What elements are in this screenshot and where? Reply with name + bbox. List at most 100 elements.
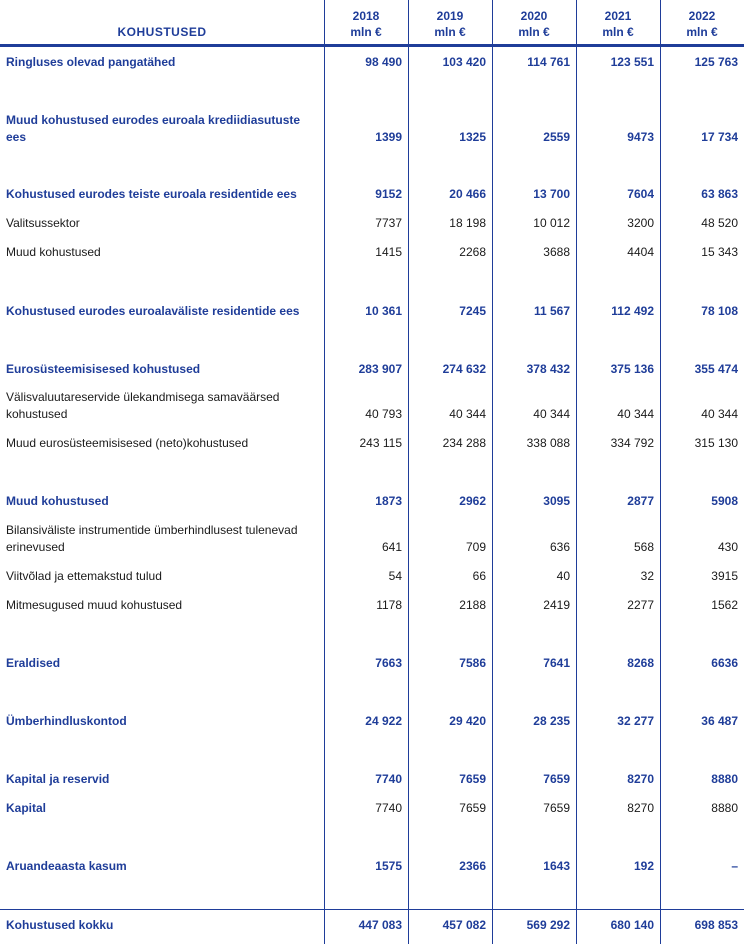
table-row: Muud kohustused eurodes euroala krediidi… <box>0 106 744 146</box>
cell-2019: 2188 <box>459 598 486 612</box>
row-label: Kohustused eurodes teiste euroala reside… <box>6 187 297 201</box>
table-row: Aruandeaasta kasum 1575 2366 1643 192 – <box>0 835 744 875</box>
cell-2022: 1562 <box>711 598 738 612</box>
column-unit: mln € <box>518 25 550 39</box>
column-unit: mln € <box>686 25 718 39</box>
cell-2019: 274 632 <box>442 362 486 376</box>
cell-2022: – <box>731 859 738 873</box>
table-row: Kapital ja reservid 7740 7659 7659 8270 8880 <box>0 748 744 788</box>
table-row: Ümberhindluskontod 24 922 29 420 28 235 32 2… <box>0 690 744 730</box>
row-label: Valitsussektor <box>6 216 80 230</box>
cell-2020: 10 012 <box>533 216 570 230</box>
row-label: Ringluses olevad pangatähed <box>6 55 176 69</box>
cell-2022: 40 344 <box>701 407 738 421</box>
cell-2019: 7659 <box>459 801 486 815</box>
cell-2018: 1873 <box>375 494 402 508</box>
cell-2021: 32 <box>640 569 654 583</box>
cell-2019: 2962 <box>459 494 486 508</box>
table-row: Bilansiväliste instrumentide ümberhindlu… <box>0 516 744 556</box>
column-header-2022: 2022 mln € <box>660 8 744 40</box>
table-row: Eurosüsteemisisesed kohustused 283 907 274… <box>0 338 744 378</box>
cell-2019: 2268 <box>459 245 486 259</box>
cell-2021: 112 492 <box>611 304 654 318</box>
cell-2018: 9152 <box>375 187 402 201</box>
cell-2020: 1643 <box>543 859 570 873</box>
cell-2020: 3688 <box>543 245 570 259</box>
table-row: Kohustused kokku 447 083 457 082 569 292 680… <box>0 894 744 934</box>
cell-2019: 40 344 <box>449 407 486 421</box>
column-unit: mln € <box>602 25 634 39</box>
row-label: Muud kohustused <box>6 245 101 259</box>
cell-2018: 98 490 <box>365 55 402 69</box>
column-unit: mln € <box>350 25 382 39</box>
cell-2021: 568 <box>633 540 654 554</box>
row-label: Mitmesugused muud kohustused <box>6 598 183 612</box>
cell-2021: 2877 <box>627 494 654 508</box>
cell-2020: 7659 <box>543 801 570 815</box>
cell-2022: 8880 <box>711 801 738 815</box>
cell-2022: 5908 <box>711 494 738 508</box>
cell-2018: 7740 <box>375 801 402 815</box>
cell-2021: 680 140 <box>610 918 654 932</box>
cell-2019: 1325 <box>459 130 486 144</box>
cell-2021: 3200 <box>627 216 654 230</box>
column-header-2018: 2018 mln € <box>324 8 408 40</box>
table-row: Välisvaluutareservide ülekandmisega sama… <box>0 383 744 423</box>
cell-2018: 1415 <box>375 245 402 259</box>
cell-2021: 192 <box>633 859 654 873</box>
cell-2018: 40 793 <box>365 407 402 421</box>
cell-2018: 1178 <box>376 598 402 612</box>
cell-2019: 7659 <box>459 772 486 786</box>
column-header-2021: 2021 mln € <box>576 8 660 40</box>
cell-2021: 32 277 <box>617 714 654 728</box>
cell-2021: 2277 <box>627 598 654 612</box>
row-label: Kapital ja reservid <box>6 772 110 786</box>
header-divider <box>0 44 744 47</box>
row-label: Kohustused eurodes euroalaväliste reside… <box>6 304 300 318</box>
row-label: Kohustused kokku <box>6 918 114 932</box>
column-unit: mln € <box>434 25 466 39</box>
cell-2018: 7737 <box>375 216 402 230</box>
column-divider <box>660 0 661 944</box>
total-divider <box>0 909 744 910</box>
row-label: Välisvaluutareservide ülekandmisega sama… <box>6 390 280 421</box>
cell-2019: 20 466 <box>449 187 486 201</box>
row-label: Ümberhindluskontod <box>6 714 127 728</box>
row-label: Muud kohustused eurodes euroala krediidi… <box>6 113 301 144</box>
cell-2019: 18 198 <box>449 216 486 230</box>
table-row: Ringluses olevad pangatähed 98 490 103 420… <box>0 31 744 71</box>
table-row: Viitvõlad ja ettemakstud tulud 54 66 40 32 39… <box>0 545 744 585</box>
table-row: Muud eurosüsteemisisesed (neto)kohustuse… <box>0 412 744 452</box>
cell-2022: 125 763 <box>694 55 738 69</box>
cell-2020: 40 <box>556 569 570 583</box>
cell-2018: 243 115 <box>359 436 403 450</box>
cell-2022: 78 108 <box>701 304 738 318</box>
table-row: Valitsussektor 7737 18 198 10 012 3200 48 520 <box>0 192 744 232</box>
cell-2019: 103 420 <box>442 55 486 69</box>
cell-2022: 315 130 <box>694 436 738 450</box>
cell-2021: 334 792 <box>610 436 654 450</box>
column-year: 2019 <box>436 9 464 23</box>
cell-2018: 1399 <box>375 130 402 144</box>
cell-2018: 641 <box>381 540 402 554</box>
cell-2018: 54 <box>388 569 402 583</box>
cell-2019: 2366 <box>459 859 486 873</box>
cell-2019: 7586 <box>459 656 486 670</box>
column-divider <box>408 0 409 944</box>
cell-2022: 8880 <box>711 772 738 786</box>
cell-2019: 66 <box>472 569 486 583</box>
row-label: Viitvõlad ja ettemakstud tulud <box>6 569 162 583</box>
cell-2022: 15 343 <box>701 245 738 259</box>
row-label: Kapital <box>6 801 47 815</box>
cell-2022: 36 487 <box>701 714 738 728</box>
cell-2018: 1575 <box>375 859 402 873</box>
cell-2018: 283 907 <box>358 362 402 376</box>
column-header-2019: 2019 mln € <box>408 8 492 40</box>
table-row: Kohustused eurodes teiste euroala reside… <box>0 163 744 203</box>
cell-2022: 355 474 <box>694 362 738 376</box>
cell-2021: 4404 <box>627 245 654 259</box>
cell-2020: 338 088 <box>526 436 570 450</box>
cell-2019: 234 288 <box>442 436 486 450</box>
cell-2019: 7245 <box>459 304 486 318</box>
cell-2020: 7641 <box>543 656 570 670</box>
